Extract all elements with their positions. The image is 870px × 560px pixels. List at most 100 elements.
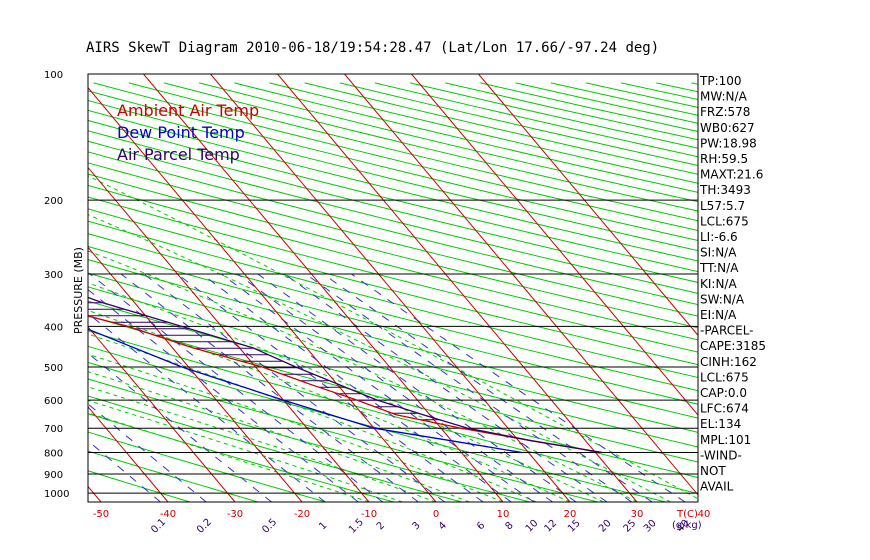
thermo-grid: [0, 74, 870, 502]
isotherm: [478, 74, 698, 337]
isotherm: [143, 74, 504, 502]
dry-adiabat: [88, 272, 698, 433]
dry-adiabat: [88, 151, 698, 306]
stat-line: MAXT:21.6: [700, 168, 763, 182]
legend: Ambient Air Temp Dew Point Temp Air Parcel…: [117, 101, 259, 164]
dry-adiabat: [88, 315, 698, 479]
isotherm: [210, 74, 571, 502]
dry-adiabat: [88, 233, 698, 392]
mixing-ratio-line: [351, 273, 686, 502]
pressure-tick-label: 900: [44, 470, 63, 481]
pressure-tick-label: 100: [44, 70, 63, 81]
dry-adiabat: [88, 259, 698, 419]
moist-adiabat: [88, 175, 698, 500]
stat-line: NOT: [700, 464, 726, 478]
dry-adiabat: [234, 82, 698, 193]
stat-line: SW:N/A: [700, 292, 745, 306]
mixing-ratio-line: [177, 273, 484, 502]
mixing-ratio-line: [88, 352, 272, 502]
legend-entry: Air Parcel Temp: [117, 145, 240, 164]
dry-adiabat: [88, 286, 698, 448]
stat-line: -PARCEL-: [700, 324, 754, 338]
mixing-ratio-line: [89, 273, 384, 502]
stat-line: FRZ:578: [700, 105, 750, 119]
legend-entry: Dew Point Temp: [117, 123, 245, 142]
mixing-ratio-line: [305, 273, 632, 502]
stat-line: TH:3493: [699, 183, 751, 197]
isotherm: [344, 74, 698, 496]
dry-adiabat: [88, 119, 698, 273]
mixing-ratio-tick-label: 20: [597, 518, 614, 535]
pressure-tick-label: 600: [44, 396, 63, 407]
mixing-ratio-line: [143, 273, 445, 502]
isotherm: [88, 86, 437, 502]
sounding-series: [88, 296, 603, 454]
stat-line: SI:N/A: [700, 246, 737, 260]
dry-adiabat: [88, 431, 326, 502]
mixing-ratio-tick-label: 30: [642, 518, 659, 535]
mixing-ratio-line: [88, 403, 207, 502]
pressure-tick-label: 200: [44, 196, 63, 207]
mixing-ratio-line: [120, 273, 419, 502]
isotherm: [0, 74, 34, 502]
isotherm: [88, 326, 236, 502]
bottom-temp-tick-label: -40: [160, 509, 176, 520]
mixing-ratio-tick-label: 25: [622, 518, 639, 535]
mixing-ratio-line: [88, 288, 359, 502]
stat-line: LCL:675: [700, 214, 749, 228]
pressure-tick-label: 500: [44, 363, 63, 374]
bottom-temp-tick-label: -10: [361, 509, 377, 520]
dry-adiabat: [445, 82, 698, 141]
mixing-ratio-line: [323, 273, 653, 502]
stat-line: MW:N/A: [700, 90, 748, 104]
moist-adiabat: [88, 353, 504, 502]
stat-line: EL:134: [700, 417, 741, 431]
dry-adiabat: [88, 450, 259, 502]
isotherm: [88, 246, 303, 502]
chart-title: AIRS SkewT Diagram 2010-06-18/19:54:28.4…: [86, 40, 659, 56]
stat-line: RH:59.5: [700, 152, 748, 166]
dry-adiabat: [762, 83, 870, 502]
bottom-temp-tick-label: 10: [497, 509, 510, 520]
pressure-tick-label: 800: [44, 449, 63, 460]
bottom-temp-tick-label: 40: [698, 509, 711, 520]
mixing-ratio-line: [88, 312, 326, 502]
moist-adiabat: [88, 386, 437, 502]
mixing-ratio-tick-label: 0.2: [195, 517, 214, 536]
dry-adiabat: [88, 220, 698, 379]
stat-line: CAPE:3185: [700, 339, 766, 353]
dry-adiabat: [88, 300, 698, 463]
moist-adiabat: [88, 310, 571, 502]
dry-adiabat: [88, 361, 598, 502]
mixing-ratio-tick-label: 0.5: [260, 517, 279, 536]
stat-line: LFC:674: [700, 402, 749, 416]
pressure-tick-label: 400: [44, 322, 63, 333]
stat-line: LI:-6.6: [700, 230, 738, 244]
mixing-ratio-tick-label: 8: [503, 520, 515, 532]
bottom-temp-tick-label: -50: [93, 509, 109, 520]
dry-adiabat: [88, 162, 698, 317]
stat-line: WB0:627: [700, 121, 755, 135]
y-axis-label: PRESSURE (MB): [72, 247, 85, 334]
isotherm: [88, 405, 169, 502]
mixing-ratio-tick-label: 4: [437, 520, 449, 532]
stat-line: PW:18.98: [700, 136, 757, 150]
mixing-ratio-tick-label: 3: [410, 520, 422, 532]
mixing-ratio-line: [88, 440, 161, 502]
dry-adiabat: [88, 413, 394, 502]
bottom-temp-tick-label: 0: [433, 509, 439, 520]
cape-hatching: [88, 302, 440, 421]
stat-line: TP:100: [699, 74, 742, 88]
series-line-1: [88, 315, 603, 454]
dry-adiabat: [88, 109, 698, 262]
axes: 1002003004005006007008009001000-120-110-…: [44, 70, 711, 536]
isotherm: [88, 485, 102, 502]
dry-adiabat: [88, 99, 698, 252]
stat-line: EI:N/A: [700, 308, 737, 322]
stat-line: LCL:675: [700, 370, 749, 384]
dry-adiabat: [88, 245, 698, 405]
dry-adiabat: [797, 83, 870, 502]
bottom-temp-tick-label: 20: [564, 509, 577, 520]
mixing-ratio-line: [221, 273, 535, 502]
stat-line: CINH:162: [700, 355, 757, 369]
